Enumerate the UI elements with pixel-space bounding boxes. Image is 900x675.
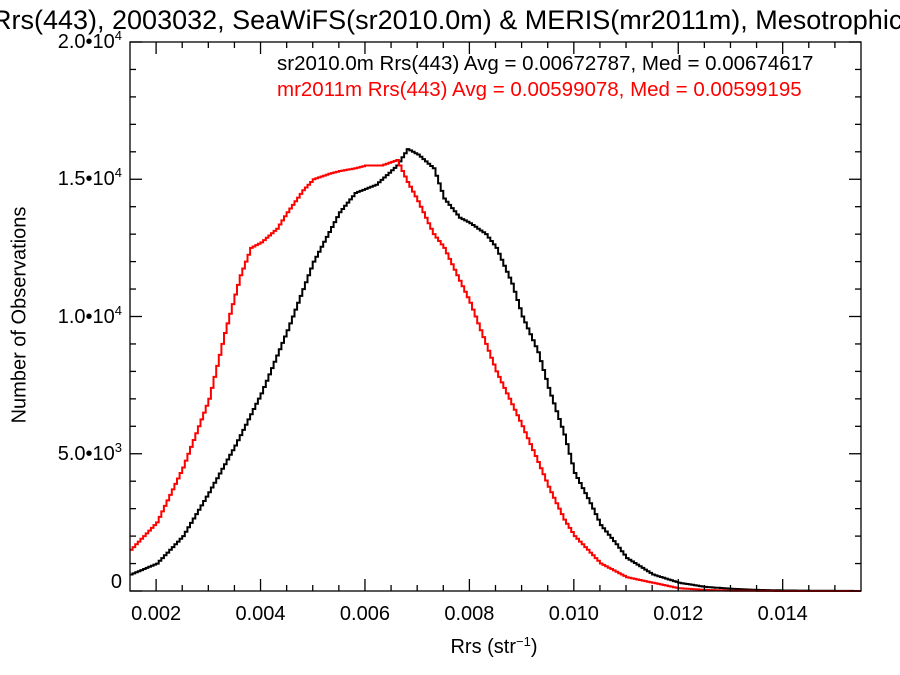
- x-axis-label-close: ): [530, 636, 538, 658]
- x-tick-label: 0.002: [131, 603, 182, 625]
- x-tick-label: 0.012: [653, 603, 704, 625]
- y-tick-label: 1.0•104: [57, 302, 122, 328]
- x-tick-label: 0.008: [444, 603, 495, 625]
- y-tick-label: 5.0•103: [57, 439, 122, 465]
- x-axis-label-text: Rrs (str: [450, 636, 517, 658]
- x-axis-label: Rrs (str−1): [450, 634, 537, 659]
- series-line-mr2011m: [130, 159, 861, 592]
- tick-layer: [130, 41, 861, 592]
- legend-entry-mr2011: mr2011m Rrs(443) Avg = 0.00599078, Med =…: [277, 78, 802, 101]
- series-line-sr2010.0m: [130, 148, 861, 592]
- y-tick-label: 1.5•104: [57, 165, 122, 191]
- chart-title: Rrs(443), 2003032, SeaWiFS(sr2010.0m) & …: [0, 5, 900, 35]
- x-tick-label: 0.006: [339, 603, 390, 625]
- y-tick-label: 2.0•104: [57, 28, 122, 53]
- y-tick-label: 0: [110, 571, 122, 593]
- x-tick-label: 0.004: [235, 603, 286, 625]
- chart-title-container: Rrs(443), 2003032, SeaWiFS(sr2010.0m) & …: [0, 2, 900, 42]
- series-layer: [130, 148, 861, 592]
- x-tick-label: 0.014: [757, 603, 808, 625]
- legend-entry-sr2010: sr2010.0m Rrs(443) Avg = 0.00672787, Med…: [277, 52, 814, 75]
- plot-frame: [129, 41, 862, 592]
- x-tick-label: 0.010: [548, 603, 599, 625]
- x-axis-label-exponent: −1: [516, 634, 531, 649]
